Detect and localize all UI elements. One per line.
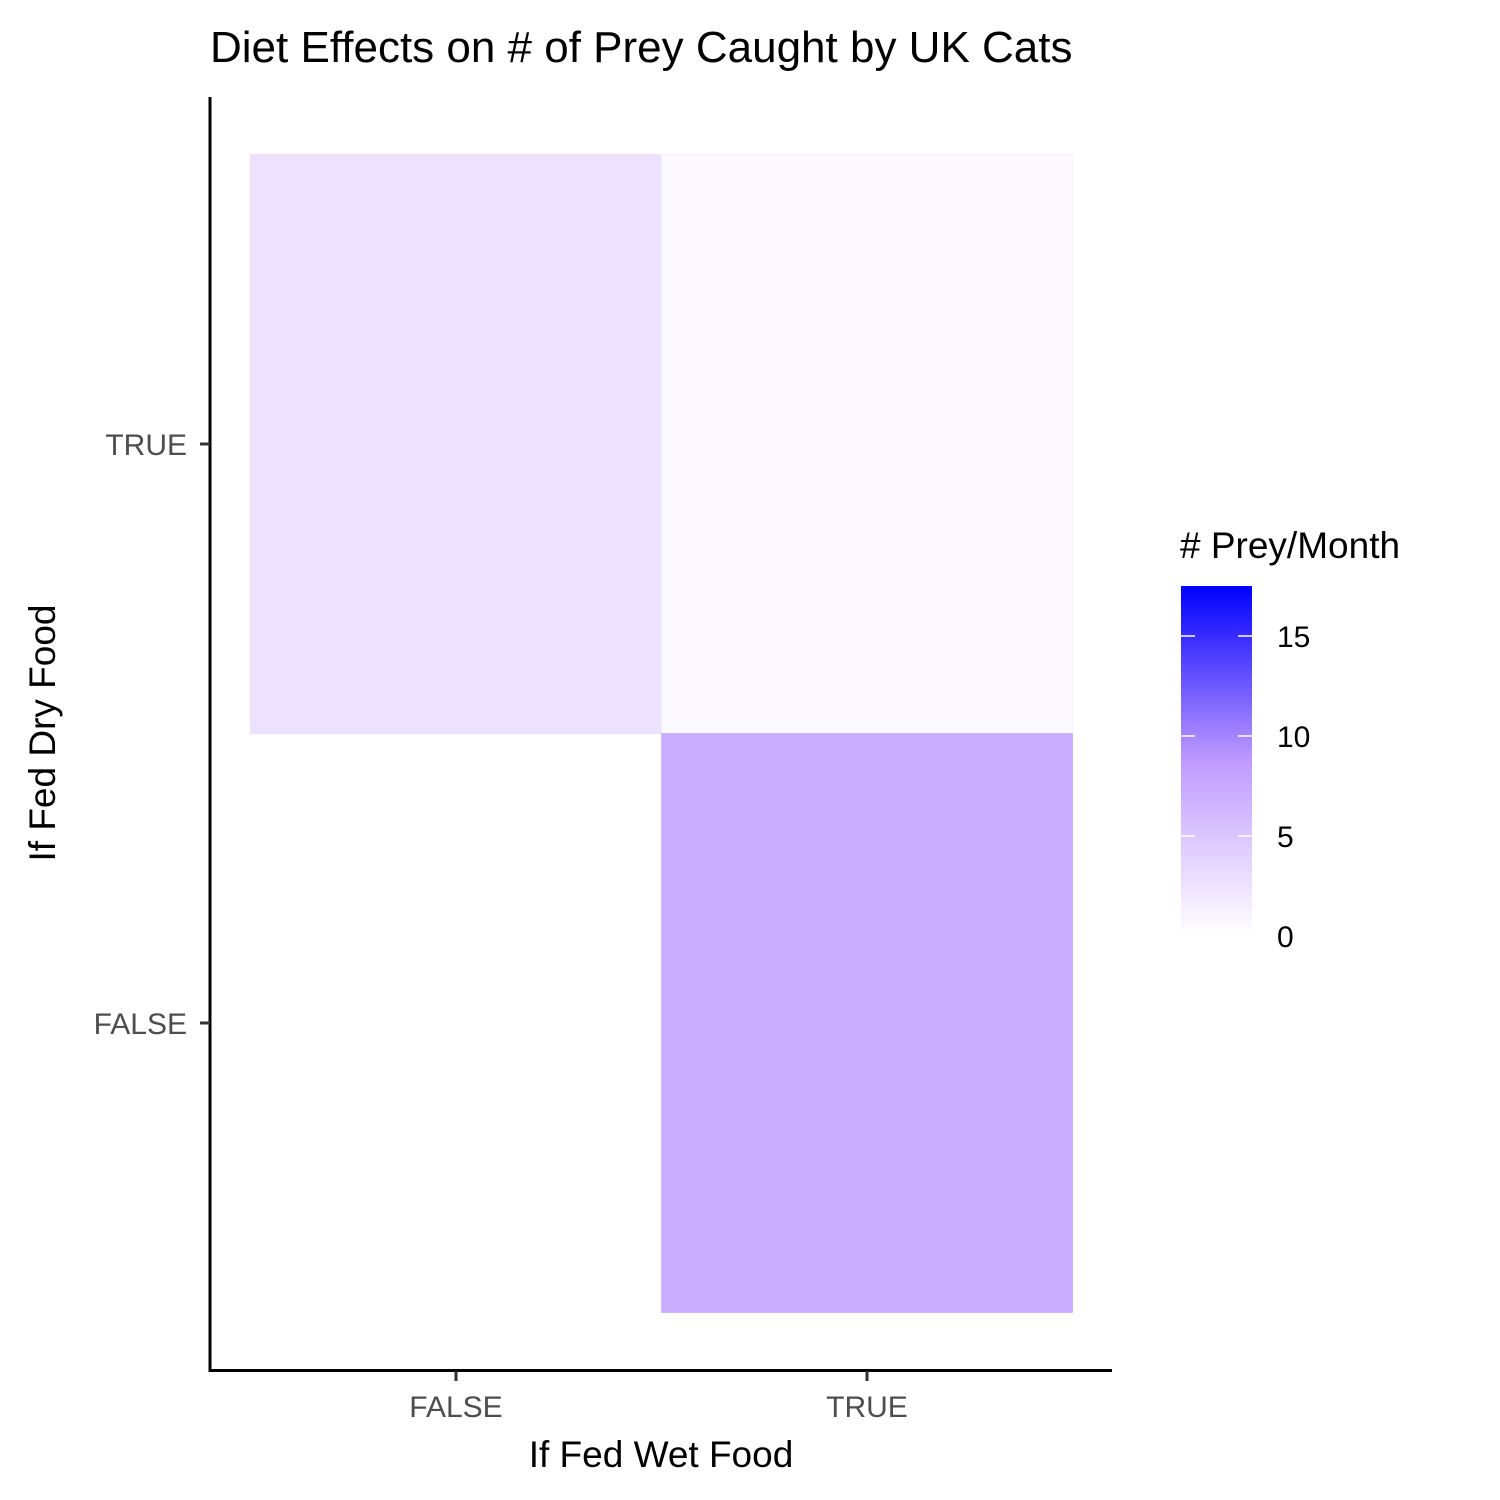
color-legend: # Prey/Month 0 5 10 15: [1180, 525, 1400, 954]
legend-tick-label: 10: [1277, 721, 1310, 754]
x-tick-label: TRUE: [826, 1391, 908, 1424]
legend-title: # Prey/Month: [1180, 525, 1400, 566]
x-tick-label: FALSE: [409, 1391, 502, 1424]
legend-ticks: 0 5 10 15: [1181, 621, 1310, 954]
y-axis-title: If Fed Dry Food: [22, 604, 63, 861]
heatmap-cell: [661, 154, 1073, 734]
legend-tick-label: 5: [1277, 821, 1294, 854]
legend-tick-label: 0: [1277, 921, 1294, 954]
chart-title: Diet Effects on # of Prey Caught by UK C…: [210, 23, 1073, 72]
y-tick-label: TRUE: [105, 429, 187, 462]
y-axis-ticks: FALSE TRUE: [94, 429, 210, 1041]
x-axis-title: If Fed Wet Food: [529, 1434, 794, 1475]
y-tick-label: FALSE: [94, 1008, 187, 1041]
heatmap-cell: [250, 154, 662, 734]
x-axis-ticks: FALSE TRUE: [409, 1371, 908, 1424]
heatmap-cell: [661, 733, 1073, 1313]
heatmap-cells: [250, 154, 1073, 1313]
legend-colorbar: [1181, 586, 1252, 936]
legend-tick-label: 15: [1277, 621, 1310, 654]
